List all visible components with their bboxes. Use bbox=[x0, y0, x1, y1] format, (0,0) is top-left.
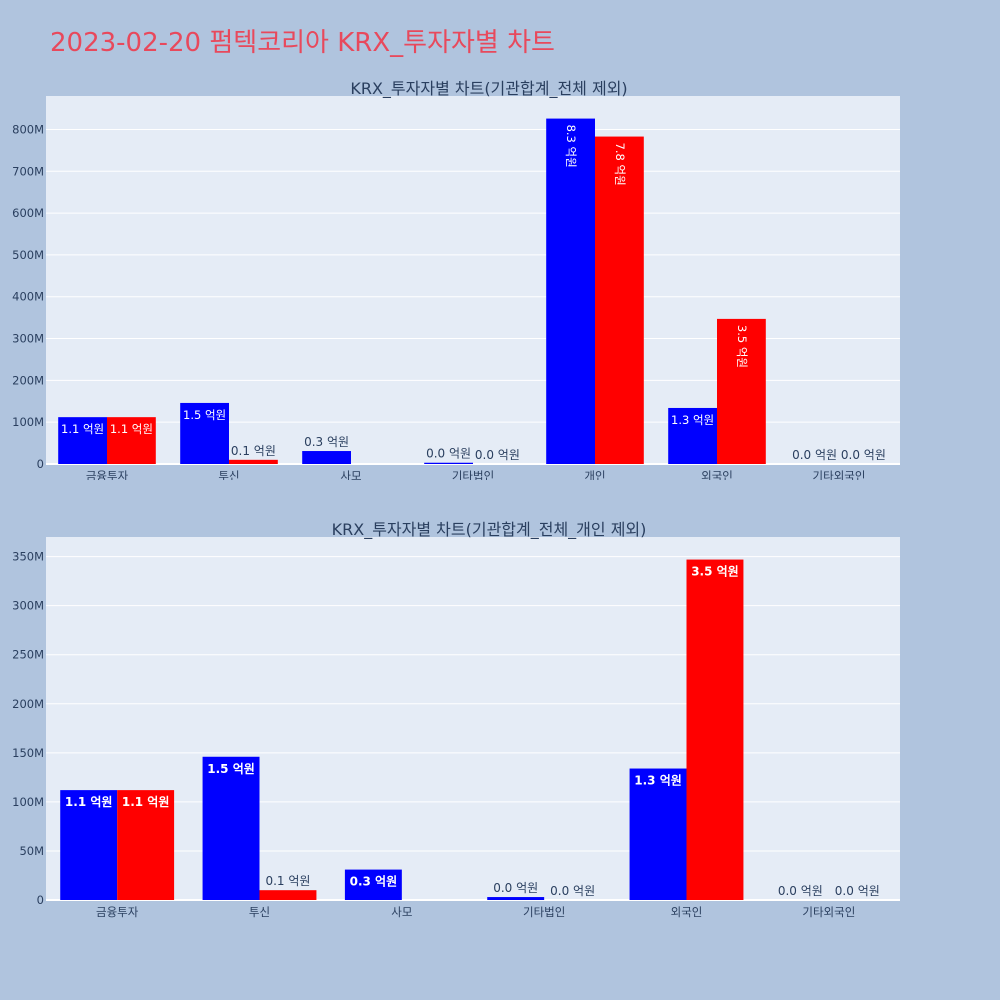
x-tick-label: 사모 bbox=[340, 469, 361, 480]
x-tick-label: 외국인 bbox=[701, 469, 733, 480]
x-tick-label: 개인 bbox=[584, 469, 605, 480]
y-tick-label: 150M bbox=[12, 746, 44, 760]
buy-bar bbox=[546, 118, 595, 464]
sell-bar bbox=[117, 790, 175, 900]
page-title: 2023-02-20 펌텍코리아 KRX_투자자별 차트 bbox=[50, 28, 555, 58]
data-label: 1.5 억원 bbox=[183, 408, 226, 422]
buy-bar bbox=[344, 869, 402, 900]
data-label: 1.1 억원 bbox=[61, 422, 104, 436]
x-tick-label: 외국인 bbox=[671, 905, 703, 919]
data-label: 7.8 억원 bbox=[613, 143, 627, 186]
x-tick-label: 기타외국인 bbox=[813, 469, 866, 480]
data-label: 0.1 억원 bbox=[265, 874, 310, 888]
chart-subtitle: KRX_투자자별 차트(기관합계_전체 제외) bbox=[350, 79, 627, 99]
data-label: 1.1 억원 bbox=[110, 422, 153, 436]
y-tick-label: 800M bbox=[12, 122, 44, 136]
data-label: 8.3 억원 bbox=[564, 125, 578, 168]
y-tick-label: 100M bbox=[12, 415, 44, 429]
sell-bar bbox=[595, 136, 644, 464]
plot-area bbox=[46, 537, 900, 900]
data-label: 0.0 억원 bbox=[550, 884, 595, 898]
y-tick-label: 0 bbox=[37, 893, 44, 907]
buy-bar bbox=[302, 451, 351, 464]
data-label: 1.1 억원 bbox=[65, 795, 113, 809]
chart-excluding-individual: KRX_투자자별 차트(기관합계_전체_개인 제외) 0 50M 100M 150M 20… bbox=[12, 520, 900, 919]
y-tick-label: 400M bbox=[12, 290, 44, 304]
x-tick-label: 금융투자 bbox=[86, 469, 129, 480]
buy-bar bbox=[180, 402, 229, 464]
y-tick-label: 50M bbox=[19, 844, 44, 858]
y-tick-label: 100M bbox=[12, 795, 44, 809]
buy-bar bbox=[58, 417, 107, 464]
x-tick-label: 기타법인 bbox=[452, 469, 494, 480]
y-tick-label: 600M bbox=[12, 206, 44, 220]
buy-bar bbox=[60, 790, 118, 900]
data-label: 1.5 억원 bbox=[207, 762, 255, 776]
x-tick-label: 기타외국인 bbox=[802, 905, 855, 919]
chart-all-investors: KRX_투자자별 차트(기관합계_전체 제외) 0 100M 200M 300M 400M… bbox=[12, 79, 900, 480]
sell-bar bbox=[686, 559, 744, 900]
data-label: 0.0 억원 bbox=[493, 881, 538, 895]
data-label: 0.0 억원 bbox=[426, 447, 471, 461]
data-label: 1.3 억원 bbox=[671, 413, 714, 427]
y-tick-label: 700M bbox=[12, 164, 44, 178]
data-label: 0.0 억원 bbox=[841, 448, 886, 462]
buy-bar bbox=[668, 407, 717, 464]
buy-bar bbox=[629, 768, 687, 900]
data-label: 1.1 억원 bbox=[122, 795, 170, 809]
buy-bar bbox=[424, 462, 473, 464]
x-tick-label: 금융투자 bbox=[96, 905, 139, 919]
buy-bar bbox=[487, 897, 545, 900]
y-tick-label: 200M bbox=[12, 697, 44, 711]
data-label: 0.0 억원 bbox=[835, 884, 880, 898]
data-label: 3.5 억원 bbox=[735, 325, 749, 368]
y-tick-label: 350M bbox=[12, 550, 44, 564]
x-tick-label: 사모 bbox=[391, 905, 412, 919]
chart-subtitle: KRX_투자자별 차트(기관합계_전체_개인 제외) bbox=[332, 520, 647, 540]
y-tick-label: 500M bbox=[12, 248, 44, 262]
buy-bar bbox=[202, 756, 260, 900]
y-tick-label: 300M bbox=[12, 332, 44, 346]
sell-bar bbox=[107, 417, 156, 464]
data-label: 0.3 억원 bbox=[350, 875, 398, 889]
data-label: 1.3 억원 bbox=[634, 774, 682, 788]
x-tick-label: 투신 bbox=[218, 469, 239, 480]
plot-area bbox=[46, 96, 900, 464]
x-tick-label: 투신 bbox=[249, 905, 270, 919]
sell-bar bbox=[717, 318, 766, 464]
y-tick-label: 300M bbox=[12, 599, 44, 613]
data-label: 3.5 억원 bbox=[691, 565, 739, 579]
data-label: 0.3 억원 bbox=[304, 435, 349, 449]
y-tick-label: 250M bbox=[12, 648, 44, 662]
data-label: 0.0 억원 bbox=[792, 448, 837, 462]
data-label: 0.0 억원 bbox=[475, 448, 520, 462]
sell-bar bbox=[259, 890, 317, 900]
sell-bar bbox=[229, 459, 278, 464]
data-label: 0.0 억원 bbox=[778, 884, 823, 898]
y-tick-label: 200M bbox=[12, 373, 44, 387]
y-tick-label: 0 bbox=[37, 457, 44, 471]
x-tick-label: 기타법인 bbox=[523, 905, 565, 919]
data-label: 0.1 억원 bbox=[231, 444, 276, 458]
